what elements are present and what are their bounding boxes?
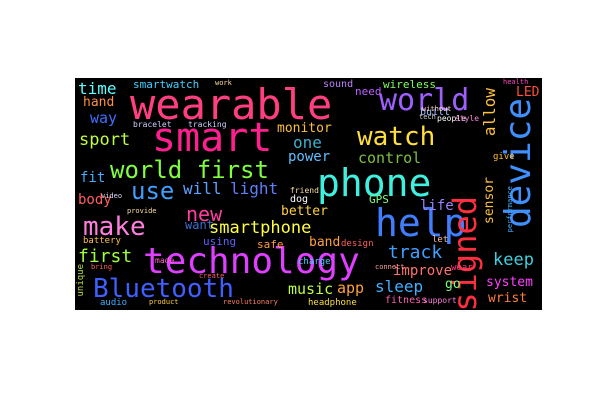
word-sensor: sensor [482,177,497,224]
word-sound: sound [323,79,354,90]
word-keep: keep [493,250,534,270]
word-app: app [337,279,365,297]
word-charge: charge [298,257,331,267]
word-smartwatch: smartwatch [133,78,200,91]
word-headphone: headphone [308,298,357,308]
word-power: power [288,149,331,165]
word-give: give [493,152,515,162]
word-bluetooth: Bluetooth [93,274,234,304]
word-sleep: sleep [375,277,424,296]
word-battery: battery [83,236,121,246]
word-friend: friend [290,186,319,195]
word-fitness: fitness [385,295,428,306]
word-system: system [486,275,533,290]
word-world-top: world [379,83,470,118]
word-body: body [78,192,112,208]
word-need: need [355,85,382,98]
word-unique: unique [76,264,86,297]
word-use: use [131,177,175,205]
word-design: design [341,239,374,249]
word-first: first [78,246,133,267]
word-better: better [281,204,328,219]
word-phone: phone [317,161,432,205]
word-bracelet: bracelet [133,120,172,129]
word-provide: provide [127,207,157,215]
word-style: style [455,114,480,123]
word-hand: hand [83,95,115,110]
word-led: LED [516,85,540,100]
word-wear: wear [451,263,473,273]
word-control: control [358,149,422,167]
word-help: help [375,201,467,245]
word-band: band [309,235,341,250]
word-performance: performance [506,186,514,233]
word-light: light [230,179,279,198]
word-create: create [199,272,225,280]
word-want: want [185,218,214,232]
word-gps: GPS [369,193,389,206]
word-wireless: wireless [383,78,436,91]
word-go: go [445,277,461,292]
word-smartphone: smartphone [209,218,312,238]
word-life: life [420,198,454,214]
word-support: support [423,296,457,305]
word-improve: improve [393,263,453,279]
word-way: way [90,109,118,127]
word-allow: allow [480,88,499,137]
word-without: without [422,105,452,113]
word-new: new [186,202,223,226]
word-cloud: wearable smart phone help technology dev… [75,78,542,310]
word-will: will [183,179,222,198]
word-revolutionary: revolutionary [223,298,278,306]
word-dog: dog [290,194,309,205]
word-time: time [78,79,117,98]
word-safe: safe [257,238,284,251]
word-product: product [149,298,179,306]
word-one: one [293,133,322,152]
word-fit: fit [80,170,106,186]
word-audio: audio [100,298,128,308]
word-built: built [420,107,451,118]
word-track: track [388,242,443,263]
word-watch: watch [357,122,436,152]
word-let: let [432,235,449,245]
word-tracking: tracking [188,120,227,129]
word-wearable: wearable [130,80,333,129]
word-monitor: monitor [277,121,332,136]
word-health: health [503,78,529,86]
word-video: video [101,192,123,200]
word-world-first: world first [110,156,269,184]
word-sport: sport [79,130,131,150]
word-using: using [203,235,237,248]
word-work: work [215,79,232,87]
word-make: make [83,212,146,242]
word-people: people [437,114,466,123]
word-smart: smart [152,115,273,161]
word-technology: technology [143,241,360,282]
word-music: music [288,280,334,298]
word-bring: bring [91,263,113,271]
word-wrist: wrist [488,291,528,306]
word-connect: connect [375,263,405,271]
word-tech: tech [419,113,436,121]
word-made: made [155,256,175,265]
word-designed: designed [446,196,484,310]
